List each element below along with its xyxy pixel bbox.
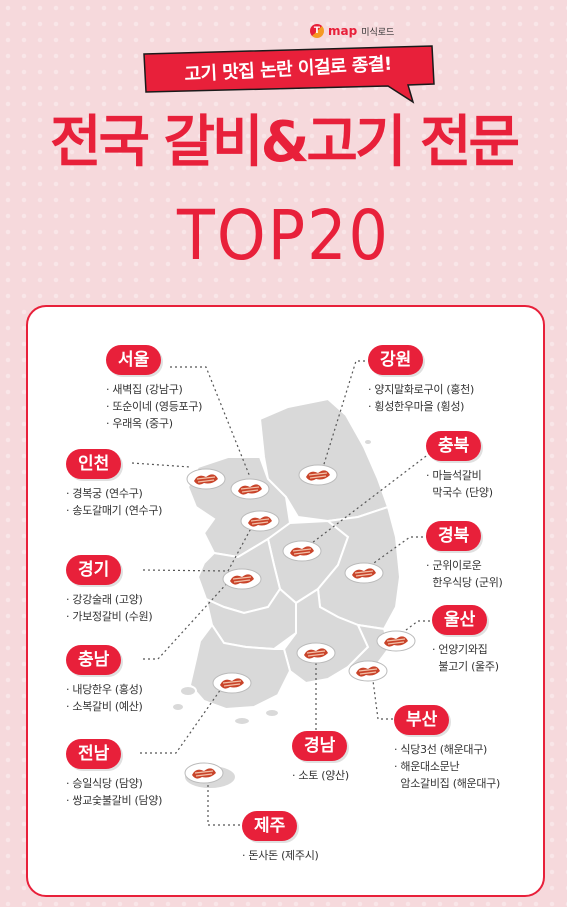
list-item: 내당한우 (홍성) <box>66 681 142 698</box>
galbi-icon <box>376 630 416 652</box>
island-shape <box>264 708 280 718</box>
galbi-icon <box>222 568 262 590</box>
region-label-incheon: 인천 <box>66 449 122 479</box>
galbi-icon <box>230 478 270 500</box>
list-item: 소토 (양산) <box>292 767 349 784</box>
region-gangwon: 강원 양지말화로구이 (홍천) 횡성한우마을 (횡성) <box>368 345 474 415</box>
list-item: 경복궁 (연수구) <box>66 485 162 502</box>
galbi-icon <box>184 762 224 784</box>
brand-logo: T map 미식로드 <box>310 24 394 38</box>
list-item: 막국수 (단양) <box>432 486 493 499</box>
leader-seoul <box>170 366 251 478</box>
leader-busan <box>371 672 398 720</box>
list-item: 쌍교숯불갈비 (담양) <box>66 792 162 809</box>
leader-gyeongbuk <box>359 536 428 574</box>
leader-gyeonggi <box>142 518 257 572</box>
galbi-icon <box>296 642 336 664</box>
list-item: 강강술래 (고양) <box>66 591 152 608</box>
region-chungbuk: 충북 마늘석갈비 막국수 (단양) <box>426 431 493 501</box>
list-item: 소복갈비 (예산) <box>66 698 142 715</box>
region-incheon: 인천 경복궁 (연수구) 송도갈매기 (연수구) <box>66 449 162 519</box>
island-shape <box>363 438 373 446</box>
tmap-logo-icon: T <box>310 24 324 38</box>
region-label-seoul: 서울 <box>106 345 162 375</box>
list-item: 돈사돈 (제주시) <box>242 847 318 864</box>
region-label-gyeongbuk: 경북 <box>426 521 482 551</box>
brand-sub: 미식로드 <box>361 27 395 38</box>
list-item: 승일식당 (담양) <box>66 775 162 792</box>
region-label-gyeonggi: 경기 <box>66 555 122 585</box>
page-title: 전국 갈비&고기 전문 <box>50 110 520 175</box>
list-item: 식당3선 (해운대구) <box>394 741 500 758</box>
region-label-jeju: 제주 <box>242 811 298 841</box>
galbi-icon <box>240 510 280 532</box>
region-label-gyeongnam: 경남 <box>292 731 348 761</box>
galbi-icon <box>212 672 252 694</box>
region-label-gangwon: 강원 <box>368 345 424 375</box>
island-shape <box>179 685 197 697</box>
region-ulsan: 울산 언양기와집 불고기 (울주) <box>432 605 499 675</box>
galbi-icon <box>298 464 338 486</box>
region-seoul: 서울 새벽집 (강남구) 또순이네 (영등포구) 우래옥 (중구) <box>106 345 202 432</box>
region-label-chungnam: 충남 <box>66 645 122 675</box>
galbi-icon <box>186 468 226 490</box>
leader-jeonnam <box>140 678 229 754</box>
region-gyeongnam: 경남 소토 (양산) <box>292 731 349 784</box>
list-item: 가보정갈비 (수원) <box>66 608 152 625</box>
list-item: 새벽집 (강남구) <box>106 381 202 398</box>
region-jeju: 제주 돈사돈 (제주시) <box>242 811 319 864</box>
leader-chungnam <box>143 568 241 660</box>
list-item: 우래옥 (중구) <box>106 415 202 432</box>
galbi-icon <box>348 660 388 682</box>
island-shape <box>171 702 185 712</box>
region-jeonnam: 전남 승일식당 (담양) 쌍교숯불갈비 (담양) <box>66 739 162 809</box>
speech-bubble-shape <box>143 45 435 104</box>
list-item: 해운대소문난 <box>394 758 500 775</box>
galbi-icon <box>282 540 322 562</box>
list-item: 송도갈매기 (연수구) <box>66 502 162 519</box>
region-busan: 부산 식당3선 (해운대구) 해운대소문난 암소갈비집 (해운대구) <box>394 705 500 792</box>
region-gyeongbuk: 경북 군위이로운 한우식당 (군위) <box>426 521 503 591</box>
region-gyeonggi: 경기 강강술래 (고양) 가보정갈비 (수원) <box>66 555 153 625</box>
list-item: 한우식당 (군위) <box>432 576 503 589</box>
region-chungnam: 충남 내당한우 (홍성) 소복갈비 (예산) <box>66 645 143 715</box>
list-item: 불고기 (울주) <box>438 660 499 673</box>
list-item: 군위이로운 <box>426 557 503 574</box>
page-subtitle: TOP20 <box>177 195 390 276</box>
list-item: 암소갈비집 (해운대구) <box>400 777 500 790</box>
list-item: 마늘석갈비 <box>426 467 493 484</box>
region-label-ulsan: 울산 <box>432 605 488 635</box>
leader-jeju <box>207 777 240 826</box>
list-item: 언양기와집 <box>432 641 499 658</box>
region-label-busan: 부산 <box>394 705 450 735</box>
region-label-jeonnam: 전남 <box>66 739 122 769</box>
island-shape <box>233 716 251 726</box>
map-card: 서울 새벽집 (강남구) 또순이네 (영등포구) 우래옥 (중구) 인천 경복궁… <box>26 305 545 897</box>
region-label-chungbuk: 충북 <box>426 431 482 461</box>
list-item: 횡성한우마을 (횡성) <box>368 398 474 415</box>
list-item: 양지말화로구이 (홍천) <box>368 381 474 398</box>
brand-name: map <box>328 24 358 38</box>
speech-banner: 고기 맛집 논란 이걸로 종결! <box>138 44 438 104</box>
list-item: 또순이네 (영등포구) <box>106 398 202 415</box>
galbi-icon <box>344 562 384 584</box>
